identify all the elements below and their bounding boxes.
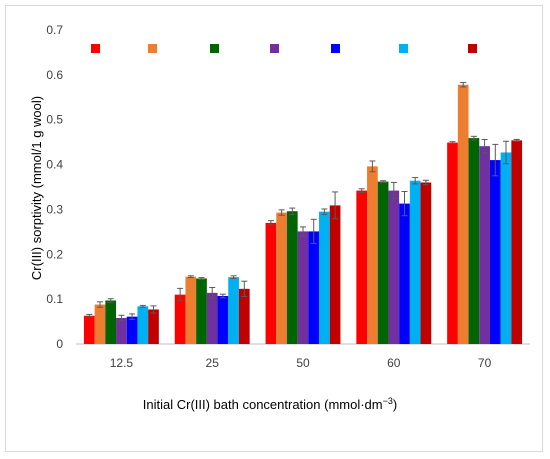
bar (329, 205, 341, 344)
x-axis-title-end: ) (393, 397, 397, 412)
legend-swatch (468, 44, 477, 53)
bar (319, 211, 330, 344)
y-axis-title: Cr(III) sorptivity (mmol/1 g wool) (29, 96, 44, 280)
bar (388, 190, 400, 344)
x-tick-labels: 12.5 25 50 60 70 (110, 356, 492, 370)
bar (457, 84, 469, 345)
bar (297, 231, 309, 344)
x-tick-label: 12.5 (110, 356, 134, 370)
bar (217, 296, 229, 344)
legend-swatch (91, 44, 100, 53)
bar (196, 278, 207, 344)
bar (377, 181, 389, 344)
legend-label: 258 kGy (412, 44, 453, 56)
bar (500, 152, 512, 344)
bar (185, 276, 197, 344)
y-tick-label: 0.6 (46, 68, 63, 82)
legend-swatch (331, 44, 340, 53)
y-tick-label: 0 (56, 337, 63, 351)
bar (367, 166, 378, 344)
y-tick-label: 0.1 (46, 292, 63, 306)
legend-swatch (399, 44, 408, 53)
legend-label: 153 kGy (344, 44, 385, 56)
bars (83, 84, 523, 345)
bar (479, 146, 490, 344)
y-tick-label: 0.2 (46, 247, 63, 261)
y-tick-label: 0.5 (46, 113, 63, 127)
bar (468, 138, 480, 344)
bar (276, 212, 287, 344)
bar (94, 304, 106, 344)
bar (126, 316, 138, 344)
y-tick-label: 0.4 (46, 158, 63, 172)
bar (308, 231, 320, 344)
legend-swatch (270, 44, 279, 53)
legend-label: 99 kGy (283, 44, 318, 56)
x-tick-label: 60 (387, 356, 401, 370)
bar (489, 160, 501, 344)
x-axis-title-sup: −3 (383, 396, 393, 406)
bar (137, 306, 149, 344)
legend-label: 21 kGy (161, 44, 196, 56)
legend: 0 kGy 21 kGy 40 kGy 99 kGy 153 kGy 258 kGy 410… (91, 44, 522, 56)
x-tick-label: 70 (478, 356, 492, 370)
bar (105, 300, 117, 344)
y-tick-label: 0.7 (46, 23, 63, 37)
bar (399, 203, 410, 344)
x-axis-title-main: Initial Cr(III) bath concentration (mmol… (143, 397, 383, 412)
bar (409, 180, 421, 344)
y-tick-labels: 0 0.1 0.2 0.3 0.4 0.5 0.6 0.7 (46, 23, 63, 351)
legend-label: 410 kGy (481, 44, 522, 56)
y-tick-label: 0.3 (46, 202, 63, 216)
x-tick-label: 50 (296, 356, 310, 370)
bar (228, 277, 239, 344)
bar (265, 222, 277, 344)
bar (116, 317, 127, 344)
error-bars (86, 81, 520, 322)
bar (174, 294, 186, 344)
bar (420, 182, 432, 344)
legend-label: 0 kGy (104, 44, 133, 56)
bar (356, 190, 368, 344)
x-tick-label: 25 (206, 356, 220, 370)
bar (206, 292, 218, 344)
bar (148, 309, 159, 344)
bar (238, 288, 250, 344)
bar (511, 140, 523, 344)
legend-swatch (148, 44, 157, 53)
x-axis-title: Initial Cr(III) bath concentration (mmol… (143, 396, 397, 412)
bar (286, 211, 298, 344)
legend-swatch (210, 44, 219, 53)
bar (83, 315, 95, 344)
bar (447, 142, 458, 344)
legend-label: 40 kGy (223, 44, 258, 56)
